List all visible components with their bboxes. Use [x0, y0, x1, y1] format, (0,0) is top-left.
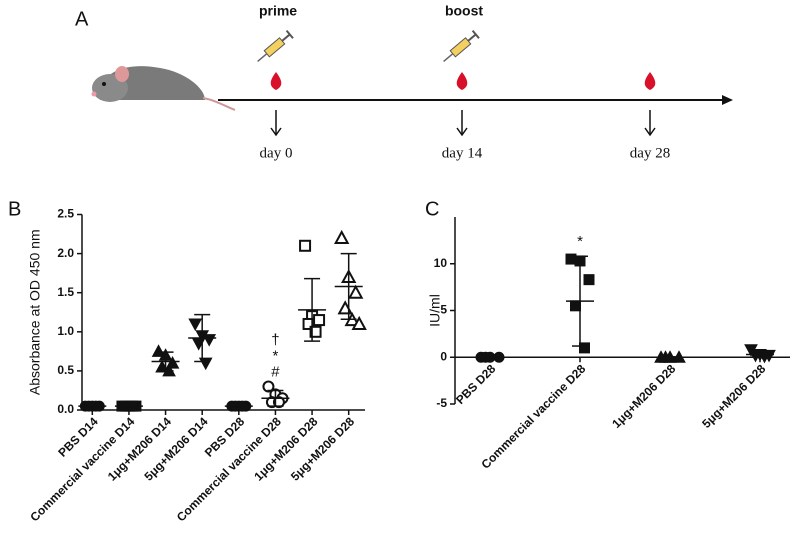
syringe-barrel [449, 37, 472, 58]
panel-label: A [75, 8, 89, 30]
event-label: boost [445, 3, 483, 19]
data-point [313, 314, 326, 327]
day-label: day 14 [442, 145, 483, 161]
data-point [583, 274, 595, 286]
y-tick-label: 5 [440, 303, 447, 317]
day-label: day 28 [630, 145, 670, 161]
y-tick-label: 1.0 [57, 324, 74, 338]
x-tick-label: 5μg+M206 D28 [288, 414, 357, 483]
panel-label: C [425, 198, 439, 220]
x-tick-label: 5μg+M206 D14 [141, 414, 210, 483]
event-label: prime [259, 3, 297, 19]
data-point [272, 396, 285, 409]
y-axis-label: IU/ml [427, 294, 443, 327]
syringe-plunger [467, 33, 477, 42]
data-point [202, 334, 217, 347]
x-tick-label: 1μg+M206 D28 [251, 414, 320, 483]
syringe-plunger [281, 33, 291, 42]
x-tick-label: Commercial vaccine D28 [478, 361, 588, 471]
y-tick-label: 1.5 [57, 285, 74, 299]
blood-drop [644, 72, 656, 90]
x-tick-label: 1μg+M206 D14 [105, 414, 174, 483]
y-tick-label: 2.0 [57, 246, 74, 260]
down-arrowhead [456, 127, 468, 137]
data-point [579, 342, 590, 354]
data-point [348, 284, 364, 299]
data-point [334, 229, 350, 244]
data-point [151, 344, 166, 357]
data-point [188, 318, 203, 332]
y-tick-label: 2.5 [57, 207, 74, 221]
syringe-barrel [263, 37, 286, 58]
syringe-needle [257, 53, 268, 63]
x-tick-label: 1μg+M206 D28 [609, 361, 678, 430]
x-tick-label: 5μg+M206 D28 [699, 361, 768, 430]
blood-drop [270, 72, 282, 90]
blood-drop [456, 72, 468, 90]
syringe-icon [257, 29, 294, 63]
data-point [309, 325, 322, 338]
panel-label: B [8, 198, 21, 220]
data-point [302, 317, 315, 330]
annotation: * [273, 348, 279, 365]
syringe-cap [471, 29, 480, 39]
day-label: day 0 [260, 145, 293, 161]
y-tick-label: 0.0 [57, 402, 74, 416]
annotation: # [271, 364, 280, 381]
y-axis-label: Absorbance at OD 450 nm [27, 229, 43, 395]
syringe-needle [443, 53, 454, 63]
data-point [262, 380, 275, 393]
y-tick-label: 0.5 [57, 363, 74, 377]
annotation: * [577, 233, 583, 250]
down-arrowhead [270, 127, 282, 137]
down-arrowhead [644, 127, 656, 137]
y-tick-label: -5 [436, 396, 447, 410]
y-tick-label: 0 [440, 349, 447, 363]
data-point [351, 315, 367, 330]
data-point [570, 300, 581, 312]
annotation: † [271, 332, 279, 349]
data-point [748, 349, 763, 363]
x-tick-label: PBS D28 [453, 361, 499, 407]
y-tick-label: 10 [434, 256, 448, 270]
timeline-arrowhead [722, 95, 733, 105]
mouse-icon [91, 66, 236, 111]
syringe-cap [285, 29, 294, 39]
syringe-icon [443, 29, 480, 63]
data-point [299, 239, 312, 252]
